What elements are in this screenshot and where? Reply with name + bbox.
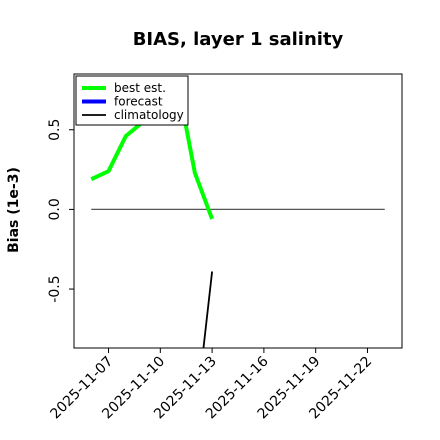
y-ticks: -0.5 0.0 0.5 [47, 119, 74, 303]
y-tick-label-2: 0.5 [47, 119, 63, 141]
y-tick-label-0: -0.5 [47, 275, 63, 302]
legend-label-1: forecast [114, 95, 163, 109]
legend-label-2: climatology [114, 108, 184, 122]
legend-label-0: best est. [114, 81, 166, 95]
plot-frame [73, 73, 403, 349]
series-line-2 [202, 271, 214, 348]
y-tick-label-1: 0.0 [47, 198, 63, 220]
y-axis-label: Bias (1e-3) [6, 167, 22, 253]
x-ticks: 2025-11-072025-11-102025-11-132025-11-16… [48, 348, 375, 422]
chart-title: BIAS, layer 1 salinity [133, 29, 344, 50]
